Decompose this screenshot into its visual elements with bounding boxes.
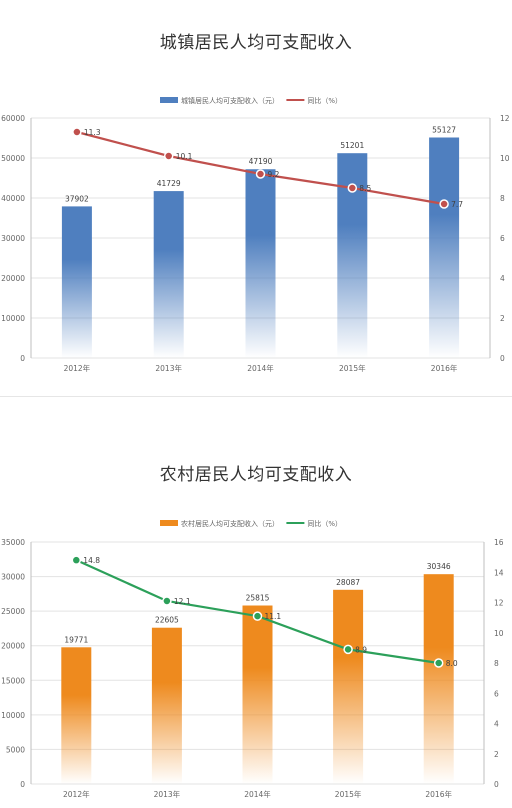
line-data-label: 8.0 [446,659,458,668]
line-data-label: 12.1 [174,597,191,606]
y-left-tick-label: 30000 [1,573,25,582]
bar [333,589,364,784]
y-left-tick-label: 20000 [1,642,25,651]
line-data-label: 8.5 [359,184,371,193]
line-data-label: 8.9 [355,645,367,654]
x-tick-label: 2013年 [155,363,182,373]
line-data-label: 10.1 [176,152,193,161]
bar [242,605,273,784]
bar-data-label: 28087 [336,578,360,587]
line-point [252,611,263,621]
bar-data-label: 47190 [249,157,273,166]
bar-data-label: 51201 [340,141,364,150]
y-right-tick-label: 4 [500,274,505,283]
y-left-tick-label: 20000 [1,274,25,283]
line-point [347,183,358,193]
y-right-tick-label: 6 [494,689,499,698]
bar [151,627,182,784]
bar-data-label: 19771 [64,635,88,644]
legend-line-label: 同比（%） [307,519,342,528]
legend-bar-label: 农村居民人均可支配收入（元） [181,519,279,528]
y-left-tick-label: 5000 [6,745,25,754]
y-left-tick-label: 0 [20,354,25,363]
chart-legend: 农村居民人均可支配收入（元） 同比（%） [160,519,342,528]
y-left-tick-label: 25000 [1,607,25,616]
line-point [72,127,82,137]
line-point [343,644,353,655]
x-tick-label: 2015年 [335,789,362,799]
y-right-tick-label: 0 [500,354,505,363]
y-left-tick-label: 60000 [1,114,25,123]
legend-line-label: 同比（%） [307,96,342,105]
y-right-tick-label: 12 [494,599,504,608]
bar-data-label: 55127 [432,125,456,134]
line-data-label: 11.1 [265,612,282,621]
y-right-tick-label: 8 [500,194,505,203]
bar [61,206,92,358]
bar-data-label: 30346 [427,562,451,571]
chart-divider [0,396,512,397]
line-data-label: 7.7 [451,200,463,209]
rural-income-chart: 农村居民人均可支配收入（元） 同比（%） 0 5000 10000 15000 20000 2… [1,519,504,799]
legend-bar-swatch [160,97,178,103]
x-tick-label: 2015年 [339,363,366,373]
y-left-tick-label: 30000 [1,234,25,243]
bar-data-label: 41729 [157,179,181,188]
bar [61,647,92,784]
chart-legend: 城镇居民人均可支配收入（元） 同比（%） [160,96,342,105]
y-right-tick-label: 10 [494,629,504,638]
y-left-tick-label: 0 [20,780,25,789]
x-tick-label: 2013年 [154,789,181,799]
line-data-label: 11.3 [84,128,101,137]
y-right-tick-label: 10 [500,154,510,163]
x-tick-label: 2016年 [425,789,452,799]
x-tick-label: 2014年 [247,363,274,373]
legend-bar-label: 城镇居民人均可支配收入（元） [181,96,279,105]
y-right-tick-label: 0 [494,780,499,789]
bar [429,137,460,358]
x-tick-label: 2014年 [244,789,271,799]
x-tick-label: 2016年 [431,363,458,373]
y-right-tick-label: 2 [494,750,499,759]
bar-data-label: 37902 [65,194,89,203]
line-point [433,658,444,668]
y-left-tick-label: 10000 [1,314,25,323]
y-right-tick-label: 16 [494,538,504,547]
y-right-tick-label: 14 [494,568,504,577]
bar-data-label: 22605 [155,616,179,625]
y-left-tick-label: 15000 [1,676,25,685]
y-right-tick-label: 2 [500,314,505,323]
line-point [439,199,449,209]
y-left-tick-label: 35000 [1,538,25,547]
line-point [71,555,82,565]
x-tick-label: 2012年 [64,363,91,373]
line-point [163,151,174,161]
y-left-tick-label: 10000 [1,711,25,720]
line-point [162,596,172,606]
y-left-tick-label: 50000 [1,154,25,163]
chart-title-rural: 农村居民人均可支配收入 [159,465,353,485]
y-left-tick-label: 40000 [1,194,25,203]
urban-income-chart: 城镇居民人均可支配收入（元） 同比（%） 0 10000 20000 30000 40000… [1,96,510,373]
x-tick-label: 2012年 [63,789,90,799]
y-right-tick-label: 4 [494,720,499,729]
line-point [255,169,266,179]
line-data-label: 14.8 [83,556,100,565]
bar [423,574,454,784]
bar [245,169,276,358]
y-right-tick-label: 6 [500,234,505,243]
legend-bar-swatch [160,520,178,526]
bar-data-label: 25815 [246,594,270,603]
y-right-tick-label: 8 [494,659,499,668]
y-right-tick-label: 12 [500,114,510,123]
chart-title-urban: 城镇居民人均可支配收入 [159,33,353,53]
bar [153,191,184,358]
line-data-label: 9.2 [268,170,280,179]
